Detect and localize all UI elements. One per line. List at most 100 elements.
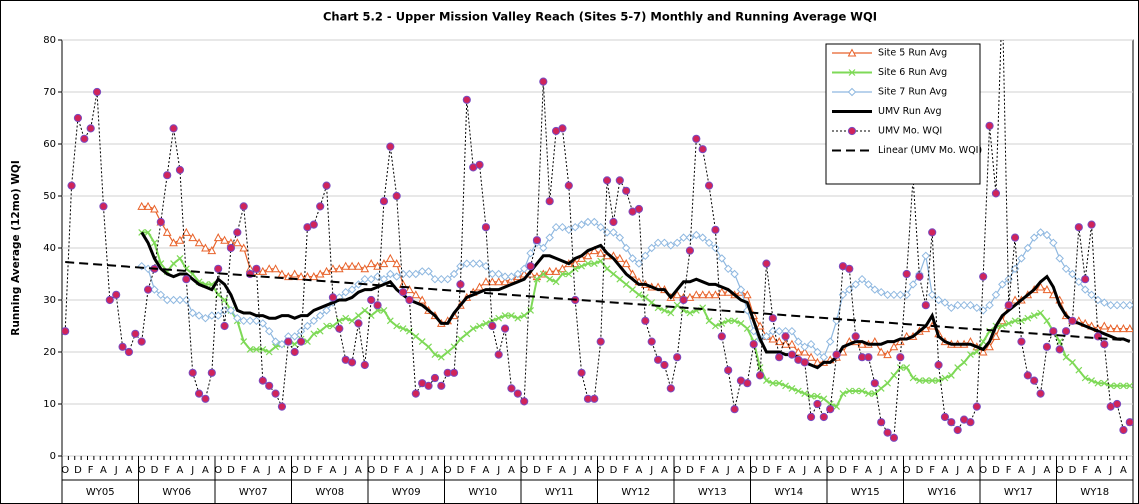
marker [1037, 309, 1044, 317]
marker [615, 233, 625, 242]
marker [865, 390, 872, 398]
marker [857, 339, 867, 348]
marker [437, 353, 445, 361]
marker [539, 77, 548, 86]
marker [991, 331, 1001, 340]
marker [449, 269, 459, 279]
x-tick-label: F [929, 465, 935, 476]
marker [718, 319, 726, 327]
marker [883, 290, 892, 300]
marker [386, 142, 395, 151]
x-tick-label: O [673, 465, 681, 476]
marker [743, 325, 751, 333]
marker [698, 290, 708, 299]
marker [596, 222, 605, 232]
marker [679, 295, 688, 305]
marker [820, 395, 828, 403]
marker [717, 254, 727, 263]
group-label: WY13 [698, 487, 727, 498]
x-tick-label: D [916, 465, 924, 476]
marker [1010, 233, 1020, 242]
marker [233, 313, 242, 323]
marker [806, 339, 816, 349]
x-tick-label: D [457, 465, 465, 476]
marker [271, 264, 280, 273]
group-label: WY09 [392, 487, 421, 498]
marker [653, 238, 663, 248]
marker [768, 314, 777, 323]
marker [590, 260, 598, 268]
marker [315, 311, 325, 320]
marker [941, 374, 949, 382]
x-tick-label: O [444, 465, 452, 476]
marker [393, 322, 401, 330]
marker [870, 379, 879, 388]
marker [1036, 389, 1045, 398]
marker [991, 290, 1001, 300]
marker [105, 295, 114, 305]
marker [315, 269, 325, 278]
marker [514, 314, 522, 322]
x-tick-label: J [726, 465, 730, 476]
marker [539, 270, 547, 278]
marker [692, 134, 701, 143]
x-tick-label: F [547, 465, 553, 476]
marker [513, 269, 523, 279]
marker [973, 348, 981, 356]
marker [355, 312, 362, 320]
marker [1087, 220, 1096, 229]
marker [781, 339, 790, 348]
x-tick-label: O [520, 465, 528, 476]
x-tick-label: D [74, 465, 82, 476]
marker [806, 352, 816, 361]
marker [903, 364, 911, 372]
x-tick-label: A [738, 465, 745, 476]
marker [705, 317, 713, 325]
marker [851, 280, 860, 289]
marker [724, 317, 732, 325]
marker [896, 353, 905, 362]
marker [813, 357, 822, 366]
group-label: WY10 [468, 487, 497, 498]
x-tick-label: A [432, 465, 439, 476]
marker [386, 269, 395, 279]
marker [864, 280, 873, 289]
marker [207, 246, 217, 255]
marker [1030, 376, 1039, 385]
marker [896, 290, 905, 300]
marker [1074, 277, 1084, 287]
marker [985, 300, 994, 310]
marker [570, 222, 580, 232]
marker [73, 113, 83, 123]
marker [577, 253, 586, 262]
marker [736, 285, 746, 294]
marker [954, 364, 962, 372]
y-tick-label: 40 [43, 243, 56, 254]
marker [947, 418, 956, 427]
marker [188, 308, 197, 318]
marker [201, 394, 210, 403]
marker [456, 280, 465, 289]
marker [137, 337, 146, 346]
marker [1112, 324, 1122, 333]
marker [966, 418, 975, 427]
marker [847, 87, 857, 97]
x-tick-label: J [1108, 465, 1112, 476]
marker [673, 301, 681, 309]
marker [290, 269, 300, 278]
marker [341, 287, 350, 297]
legend-label: Site 5 Run Avg [878, 48, 947, 59]
marker [558, 222, 567, 232]
marker [309, 220, 318, 229]
x-tick-label: F [1006, 465, 1012, 476]
marker [481, 223, 491, 232]
x-tick-label: A [661, 465, 668, 476]
marker [711, 290, 720, 299]
x-tick-label: J [190, 465, 194, 476]
marker [590, 217, 599, 227]
marker [1081, 275, 1090, 284]
marker [947, 303, 956, 313]
marker [558, 124, 567, 133]
marker [1017, 254, 1026, 263]
marker [468, 259, 478, 268]
